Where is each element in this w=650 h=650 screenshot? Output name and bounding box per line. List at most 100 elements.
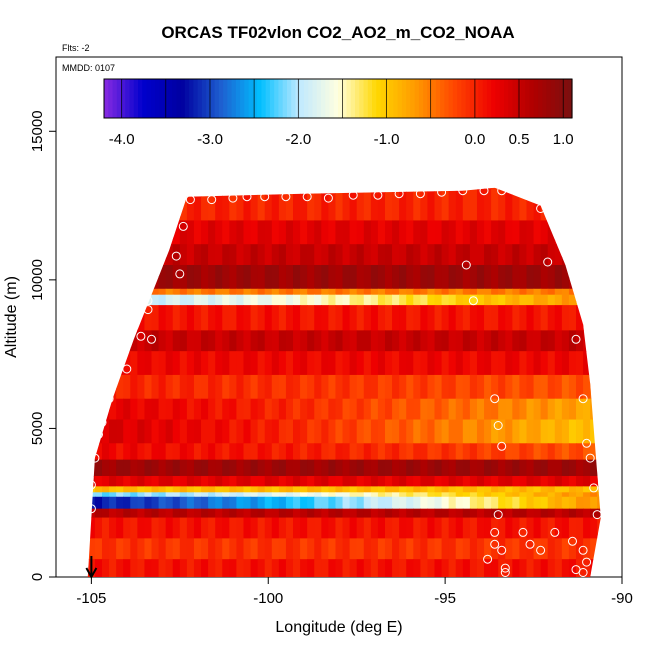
heatmap-cell — [498, 492, 506, 498]
colorbar-segment — [465, 79, 471, 118]
heatmap-cell — [307, 486, 315, 493]
heatmap-cell — [278, 244, 287, 266]
heatmap-cell — [342, 538, 351, 560]
heatmap-cell — [554, 538, 563, 560]
heatmap-cell — [597, 443, 601, 461]
heatmap-cell — [392, 486, 400, 493]
heatmap-cell — [568, 288, 577, 296]
heatmap-cell — [583, 374, 591, 400]
heatmap-cell — [583, 398, 591, 421]
heatmap-cell — [349, 305, 358, 331]
heatmap-cell — [377, 330, 386, 352]
heatmap-cell — [590, 459, 598, 477]
heatmap-cell — [116, 419, 124, 444]
heatmap-cell — [293, 459, 301, 477]
heatmap-cell — [363, 419, 372, 444]
heatmap-cell — [293, 475, 301, 487]
heatmap-cell — [363, 220, 372, 245]
heatmap-cell — [271, 398, 280, 421]
heatmap-cell — [179, 492, 188, 498]
heatmap-cell — [123, 492, 131, 498]
heatmap-cell — [590, 492, 598, 498]
heatmap-cell — [193, 419, 202, 444]
heatmap-cell — [377, 475, 386, 487]
heatmap-cell — [328, 475, 337, 487]
heatmap-cell — [349, 443, 358, 461]
heatmap-cell — [172, 559, 181, 577]
heatmap-cell — [130, 559, 138, 577]
heatmap-cell — [321, 517, 329, 539]
heatmap-cell — [172, 398, 181, 421]
heatmap-cell — [413, 492, 421, 498]
heatmap-cell — [271, 508, 280, 519]
heatmap-cell — [484, 475, 492, 487]
data-marker — [500, 563, 510, 573]
heatmap-cell — [250, 351, 259, 376]
heatmap-cell — [250, 419, 259, 444]
heatmap-cell — [300, 374, 308, 400]
heatmap-cell — [441, 244, 450, 266]
heatmap-cell — [448, 475, 457, 487]
colorbar-segment — [210, 79, 216, 118]
heatmap-cell — [519, 559, 528, 577]
colorbar-segment — [312, 79, 318, 118]
data-marker — [500, 568, 510, 577]
heatmap-cell — [526, 443, 535, 461]
heatmap-cell — [363, 351, 372, 376]
heatmap-cell — [165, 538, 174, 560]
heatmap-cell — [101, 559, 110, 577]
heatmap-cell — [363, 492, 372, 498]
heatmap-cell — [321, 265, 329, 290]
heatmap-cell — [469, 351, 478, 376]
heatmap-cell — [201, 351, 209, 376]
heatmap-cell — [243, 492, 252, 498]
data-marker — [171, 251, 181, 261]
heatmap-cell — [441, 351, 450, 376]
heatmap-cell — [462, 220, 471, 245]
heatmap-cell — [349, 398, 358, 421]
heatmap-cell — [547, 538, 556, 560]
data-marker — [164, 195, 174, 205]
heatmap-cell — [434, 374, 443, 400]
heatmap-cell — [172, 265, 181, 290]
heatmap-cell — [229, 265, 238, 290]
colorbar: -4.0 -3.0 -2.0 -1.0 0.0 0.5 1.0 — [103, 78, 574, 148]
heatmap-cell — [193, 486, 202, 493]
heatmap-cell — [498, 374, 506, 400]
heatmap-cell — [370, 492, 379, 498]
heatmap-cell — [257, 419, 266, 444]
heatmap-cell — [193, 496, 202, 510]
heatmap-cell — [116, 559, 124, 577]
heatmap-cell — [109, 330, 117, 352]
heatmap-cell — [257, 459, 266, 477]
heatmap-cell — [512, 538, 521, 560]
data-marker — [578, 545, 588, 555]
heatmap-cell — [377, 220, 386, 245]
heatmap-cell — [455, 187, 464, 222]
colorbar-segment — [329, 79, 335, 118]
colorbar-segment — [525, 79, 531, 118]
heatmap-cell — [484, 288, 492, 296]
heatmap-cell — [208, 374, 216, 400]
heatmap-cell — [505, 288, 513, 296]
heatmap-cell — [236, 330, 245, 352]
heatmap-cell — [94, 288, 103, 296]
heatmap-cell — [554, 305, 563, 331]
heatmap-cell — [243, 220, 252, 245]
heatmap-cell — [568, 492, 577, 498]
heatmap-cell — [94, 559, 103, 577]
heatmap-cell — [116, 305, 124, 331]
heatmap-cell — [406, 374, 414, 400]
heatmap-cell — [540, 496, 549, 510]
heatmap-cell — [561, 398, 570, 421]
heatmap-cell — [583, 517, 591, 539]
heatmap-cell — [307, 294, 315, 306]
heatmap-cell — [300, 398, 308, 421]
heatmap-cell — [476, 559, 485, 577]
heatmap-cell — [208, 459, 216, 477]
heatmap-cell — [356, 443, 365, 461]
heatmap-cell — [469, 517, 478, 539]
y-tick-label: 0 — [29, 573, 46, 581]
heatmap-cell — [300, 475, 308, 487]
colorbar-segment — [125, 79, 131, 118]
